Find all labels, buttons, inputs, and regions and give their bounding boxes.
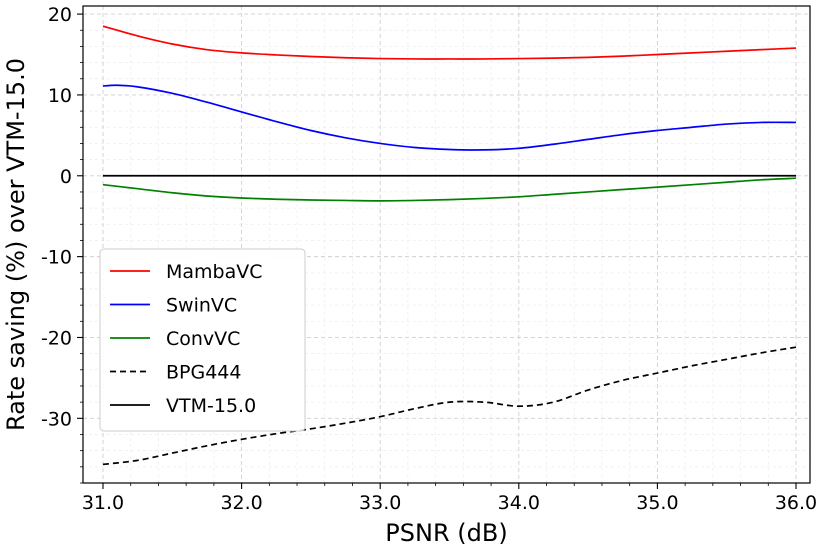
series-line-convvc: [102, 177, 797, 202]
y-tick-label: -20: [41, 327, 72, 349]
x-tick-label: 35.0: [636, 492, 678, 514]
legend-label-mambavc: MambaVC: [166, 261, 263, 283]
x-tick-label: 32.0: [220, 492, 262, 514]
y-tick-label: 20: [48, 4, 72, 26]
series-layer: [102, 25, 797, 466]
legend-box: [99, 248, 306, 432]
x-tick-label: 33.0: [359, 492, 401, 514]
series-line-mambavc: [102, 25, 797, 60]
y-tick-label: -10: [41, 247, 72, 269]
legend: MambaVC SwinVC ConvVC BPG444 VTM-15.0: [99, 248, 306, 432]
x-tick-label: 31.0: [82, 492, 124, 514]
y-tick-label: 10: [48, 85, 72, 107]
y-tick-label: 0: [60, 166, 72, 188]
legend-label-bpg444: BPG444: [166, 362, 241, 384]
y-axis-title: Rate saving (%) over VTM-15.0: [2, 58, 30, 431]
x-tick-label: 36.0: [775, 492, 817, 514]
plot-frame: [82, 5, 811, 484]
series-line-swinvc: [102, 84, 797, 151]
y-tick-label: -30: [41, 408, 72, 430]
legend-label-convvc: ConvVC: [166, 328, 240, 350]
series-line-bpg444: [102, 346, 797, 466]
legend-label-vtm-15-0: VTM-15.0: [166, 395, 256, 417]
x-axis-title: PSNR (dB): [385, 519, 507, 547]
x-tick-label: 34.0: [498, 492, 540, 514]
legend-label-swinvc: SwinVC: [166, 295, 237, 317]
ticks: 20 10 0 -10 -20 -30 31.0 32.0 33.0 34.0 35.0 36.0: [41, 4, 817, 514]
